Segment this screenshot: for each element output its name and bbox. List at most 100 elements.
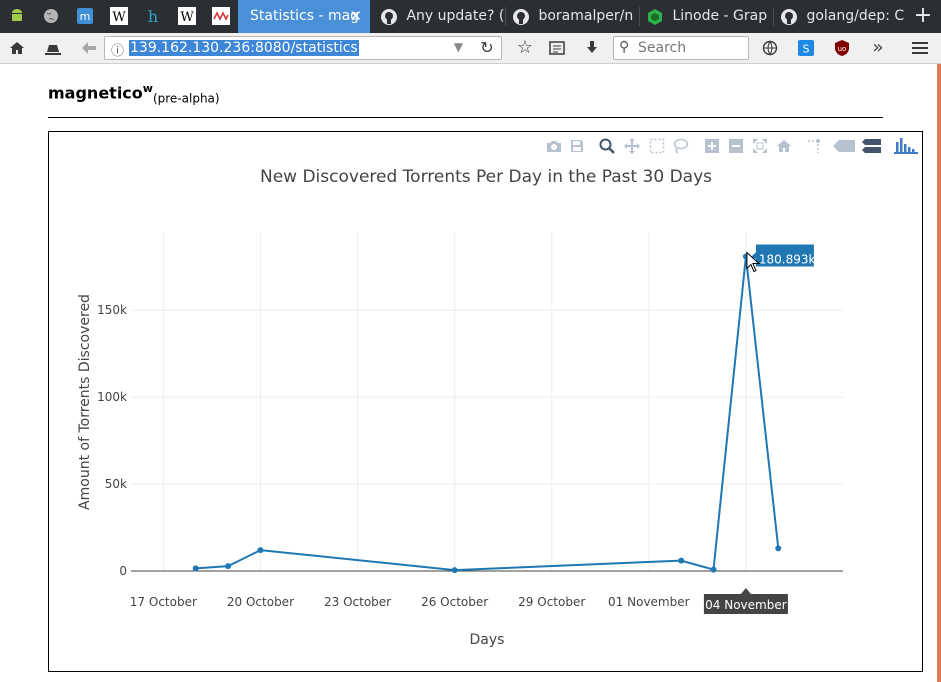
zoom-icon[interactable] <box>599 138 615 154</box>
url-bar[interactable]: ⓘ 139.162.130.236:8080/statistics ▼ <box>104 36 502 60</box>
data-point <box>257 547 264 554</box>
series-line <box>195 256 780 572</box>
y-gridlines <box>131 309 843 485</box>
y-axis-title: Amount of Torrents Discovered <box>77 294 93 510</box>
site-brand[interactable]: magneticow(pre-alpha) <box>48 82 220 106</box>
tab-wikipedia-1[interactable]: W <box>102 0 135 33</box>
chevron-down-icon[interactable]: ▼ <box>453 40 463 54</box>
value-tooltip-box <box>747 244 814 267</box>
new-tab-button[interactable]: + <box>913 3 933 28</box>
downloads-button[interactable] <box>581 37 603 59</box>
plotly-logo-icon[interactable] <box>894 136 920 154</box>
page-content: magneticow(pre-alpha) New Discovered Tor… <box>0 64 941 682</box>
hover-compare-icon[interactable] <box>862 138 882 154</box>
tab-hm[interactable]: h <box>136 0 169 33</box>
shield-icon: uo <box>835 40 849 56</box>
close-icon[interactable]: ✕ <box>349 7 362 25</box>
spike-lines-icon[interactable] <box>806 138 822 154</box>
search-placeholder: Search <box>638 40 687 56</box>
tab-wikipedia-2[interactable]: W <box>170 0 203 33</box>
globe-icon <box>762 40 778 56</box>
tab-separator <box>773 7 774 26</box>
scrollbar[interactable] <box>937 64 941 682</box>
tab-label: Linode - Grap <box>672 8 768 24</box>
tab-label: golang/dep: C <box>806 8 904 24</box>
s-app-icon: S <box>798 40 814 56</box>
overflow-button[interactable]: » <box>867 37 889 59</box>
x-tick-labels: 17 October 20 October 23 October 26 October… <box>130 595 787 609</box>
star-icon: ☆ <box>516 37 534 58</box>
back-button[interactable] <box>78 37 100 59</box>
series-points <box>192 253 782 574</box>
hm-icon: h <box>147 7 157 25</box>
tab-separator <box>505 7 506 26</box>
data-point <box>225 563 232 570</box>
x-tick-label: 17 October <box>130 595 197 609</box>
tab-golang-dep[interactable]: golang/dep: C <box>774 0 904 33</box>
github-icon <box>381 8 397 25</box>
android-icon <box>11 9 22 21</box>
zoom-in-icon[interactable] <box>704 138 720 154</box>
list-icon <box>549 41 565 55</box>
x-tick-label: 20 October <box>227 595 294 609</box>
skype-button[interactable]: S <box>795 37 817 59</box>
save-disk-icon[interactable] <box>569 138 585 154</box>
download-arrow-icon <box>587 41 597 53</box>
tab-linode[interactable]: Linode - Grap <box>640 0 772 33</box>
tab-label: boramalper/n <box>538 8 634 24</box>
camera-icon[interactable] <box>546 138 562 154</box>
tab-m-app[interactable]: m <box>68 0 101 33</box>
reading-list-button[interactable] <box>546 37 568 59</box>
tab-any-update[interactable]: Any update? ( <box>372 0 504 33</box>
linode-icon <box>648 8 662 25</box>
reset-axes-home-icon[interactable] <box>776 138 792 154</box>
tab-statistics[interactable]: Statistics - mag ✕ <box>238 0 370 33</box>
box-select-icon[interactable] <box>649 138 665 154</box>
lasso-icon[interactable] <box>673 138 689 154</box>
info-icon[interactable]: ⓘ <box>111 44 125 59</box>
url-text[interactable]: 139.162.130.236:8080/statistics <box>129 40 359 56</box>
navigation-toolbar: ⓘ 139.162.130.236:8080/statistics ▼ ↻ ☆ … <box>0 33 941 64</box>
svg-text:S: S <box>803 43 810 56</box>
data-point <box>775 545 782 552</box>
tab-mw[interactable] <box>204 0 237 33</box>
brand-subtitle: (pre-alpha) <box>152 91 220 106</box>
svg-text:uo: uo <box>838 45 847 53</box>
search-input[interactable]: ⚲ Search <box>613 36 749 60</box>
mouse-cursor-icon <box>746 251 761 273</box>
y-tick-label: 0 <box>119 564 127 578</box>
tab-android[interactable] <box>0 0 33 33</box>
chart-container: New Discovered Torrents Per Day in the P… <box>48 131 923 672</box>
user-hat-icon <box>45 45 61 55</box>
arrow-left-icon <box>82 42 96 54</box>
hover-closest-icon[interactable] <box>832 138 856 154</box>
brand-name: magnetico <box>48 83 143 103</box>
tab-separator <box>639 7 640 26</box>
axis-tooltip-box <box>703 588 788 614</box>
header-divider <box>48 117 883 118</box>
data-point <box>710 566 717 573</box>
identity-button[interactable] <box>42 37 64 59</box>
hover-tooltip: 180.893k 04 November <box>703 244 816 614</box>
svg-text:h: h <box>147 7 157 25</box>
brand-superscript: w <box>142 82 153 95</box>
tab-boramalper[interactable]: boramalper/n <box>506 0 638 33</box>
pan-icon[interactable] <box>624 138 640 154</box>
reload-button[interactable]: ↻ <box>476 37 498 59</box>
wikipedia-icon: W <box>177 7 196 25</box>
ublock-button[interactable]: uo <box>831 37 853 59</box>
zoom-out-icon[interactable] <box>728 138 744 154</box>
bookmark-button[interactable]: ☆ <box>514 37 536 59</box>
menu-button[interactable] <box>909 37 931 59</box>
github-icon <box>781 8 797 25</box>
language-button[interactable] <box>759 37 781 59</box>
home-button[interactable] <box>6 37 28 59</box>
m-app-icon: m <box>76 8 93 24</box>
x-axis-title: Days <box>470 632 505 648</box>
x-tick-label: 01 November <box>608 595 690 609</box>
line-chart[interactable]: New Discovered Torrents Per Day in the P… <box>49 132 922 671</box>
autoscale-icon[interactable] <box>752 138 768 154</box>
svg-text:m: m <box>79 10 90 23</box>
tab-globe[interactable] <box>34 0 67 33</box>
tab-label: Statistics - mag <box>250 8 360 24</box>
